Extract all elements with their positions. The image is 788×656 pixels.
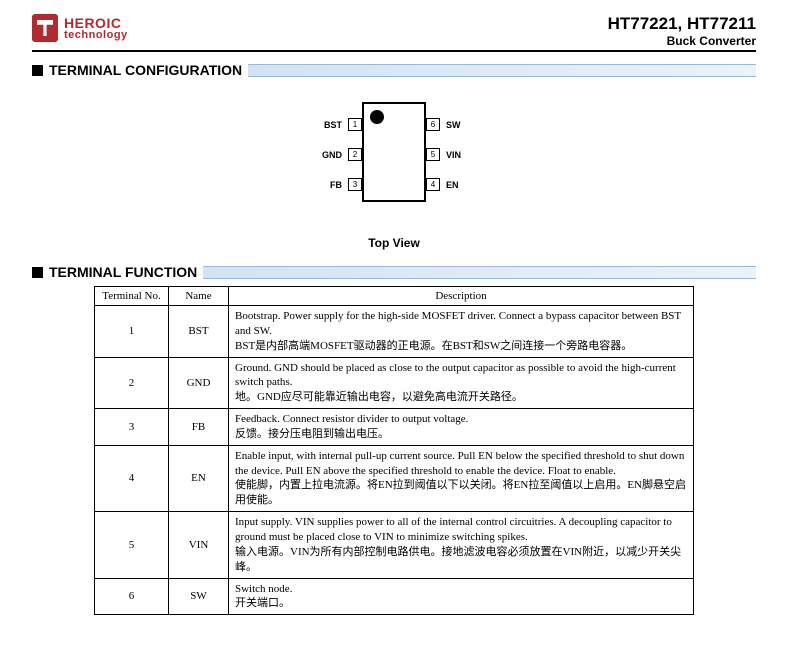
cell-terminal-no: 5: [95, 512, 169, 578]
top-view-caption: Top View: [32, 236, 756, 250]
logo-text: HEROIC technology: [64, 16, 128, 41]
pin-box-1: 1: [348, 118, 362, 131]
pin-label-bst: BST: [292, 120, 342, 130]
section-bar: [248, 64, 756, 77]
cell-name: SW: [169, 578, 229, 615]
cell-name: EN: [169, 445, 229, 511]
section-bar: [203, 266, 756, 279]
table-row: 6SWSwitch node.开关端口。: [95, 578, 694, 615]
cell-description: Bootstrap. Power supply for the high-sid…: [229, 306, 694, 358]
pin-label-en: EN: [446, 180, 459, 190]
pin-box-6: 6: [426, 118, 440, 131]
section-bullet-icon: [32, 65, 43, 76]
table-row: 2GNDGround. GND should be placed as clos…: [95, 357, 694, 409]
table-row: 3FBFeedback. Connect resistor divider to…: [95, 409, 694, 446]
table-header-row: Terminal No. Name Description: [95, 287, 694, 306]
terminal-function-table: Terminal No. Name Description 1BSTBootst…: [94, 286, 694, 615]
pin-box-5: 5: [426, 148, 440, 161]
part-number: HT77221, HT77211: [608, 14, 756, 34]
logo: HEROIC technology: [32, 14, 128, 42]
section-bullet-icon: [32, 267, 43, 278]
cell-terminal-no: 6: [95, 578, 169, 615]
section-terminal-function: TERMINAL FUNCTION: [32, 264, 756, 280]
th-name: Name: [169, 287, 229, 306]
table-row: 5VINInput supply. VIN supplies power to …: [95, 512, 694, 578]
logo-line1: HEROIC: [64, 16, 128, 30]
pin-label-gnd: GND: [292, 150, 342, 160]
cell-terminal-no: 4: [95, 445, 169, 511]
logo-mark-icon: [32, 14, 58, 42]
section-label: TERMINAL CONFIGURATION: [49, 62, 242, 78]
table-row: 1BSTBootstrap. Power supply for the high…: [95, 306, 694, 358]
table-row: 4ENEnable input, with internal pull-up c…: [95, 445, 694, 511]
cell-description: Feedback. Connect resistor divider to ou…: [229, 409, 694, 446]
section-terminal-config: TERMINAL CONFIGURATION: [32, 62, 756, 78]
pin-box-2: 2: [348, 148, 362, 161]
cell-description: Ground. GND should be placed as close to…: [229, 357, 694, 409]
pin1-dot-icon: [370, 110, 384, 124]
cell-description: Switch node.开关端口。: [229, 578, 694, 615]
pin-diagram: 1 2 3 6 5 4 BST GND FB SW VIN EN: [32, 96, 756, 216]
pin-box-4: 4: [426, 178, 440, 191]
cell-name: VIN: [169, 512, 229, 578]
pin-label-fb: FB: [292, 180, 342, 190]
pin-label-sw: SW: [446, 120, 461, 130]
title-block: HT77221, HT77211 Buck Converter: [608, 14, 756, 48]
cell-name: GND: [169, 357, 229, 409]
cell-terminal-no: 2: [95, 357, 169, 409]
th-description: Description: [229, 287, 694, 306]
header-rule: [32, 50, 756, 52]
cell-description: Enable input, with internal pull-up curr…: [229, 445, 694, 511]
cell-terminal-no: 3: [95, 409, 169, 446]
section-label: TERMINAL FUNCTION: [49, 264, 197, 280]
doc-subtitle: Buck Converter: [608, 34, 756, 48]
page-header: HEROIC technology HT77221, HT77211 Buck …: [32, 14, 756, 48]
cell-description: Input supply. VIN supplies power to all …: [229, 512, 694, 578]
pin-label-vin: VIN: [446, 150, 461, 160]
pin-box-3: 3: [348, 178, 362, 191]
th-terminal-no: Terminal No.: [95, 287, 169, 306]
cell-name: FB: [169, 409, 229, 446]
cell-terminal-no: 1: [95, 306, 169, 358]
cell-name: BST: [169, 306, 229, 358]
logo-line2: technology: [64, 30, 128, 41]
